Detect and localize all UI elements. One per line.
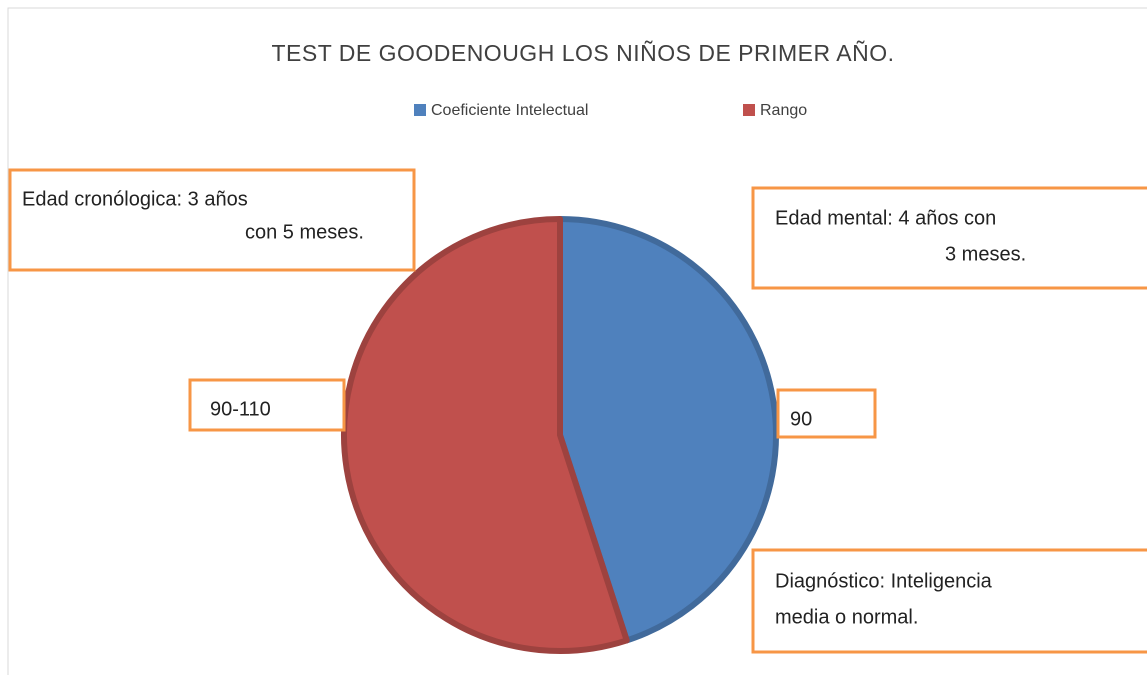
annotation-box <box>751 548 1147 654</box>
annotation-box <box>751 186 1147 290</box>
data-label: 90 <box>790 408 812 430</box>
chart-border <box>7 7 1147 675</box>
annotation-box <box>8 168 416 272</box>
data-label-box <box>188 378 346 432</box>
annotation-text: 3 meses. <box>945 243 1026 265</box>
chart-title: TEST DE GOODENOUGH LOS NIÑOS DE PRIMER A… <box>271 40 894 66</box>
legend-swatch <box>743 104 755 116</box>
annotation-text: Edad mental: 4 años con <box>775 207 996 229</box>
legend-swatch <box>414 104 426 116</box>
annotation-text: con 5 meses. <box>245 221 364 243</box>
legend-label: Coeficiente Intelectual <box>431 102 588 119</box>
pie-slice <box>341 216 630 654</box>
legend-label: Rango <box>760 102 807 119</box>
data-label: 90-110 <box>210 398 271 420</box>
data-label-box <box>776 388 877 439</box>
pie-slice <box>557 216 779 644</box>
annotation-text: Edad cronólogica: 3 años <box>22 188 248 210</box>
annotation-text: media o normal. <box>775 606 918 628</box>
annotation-text: Diagnóstico: Inteligencia <box>775 570 993 592</box>
